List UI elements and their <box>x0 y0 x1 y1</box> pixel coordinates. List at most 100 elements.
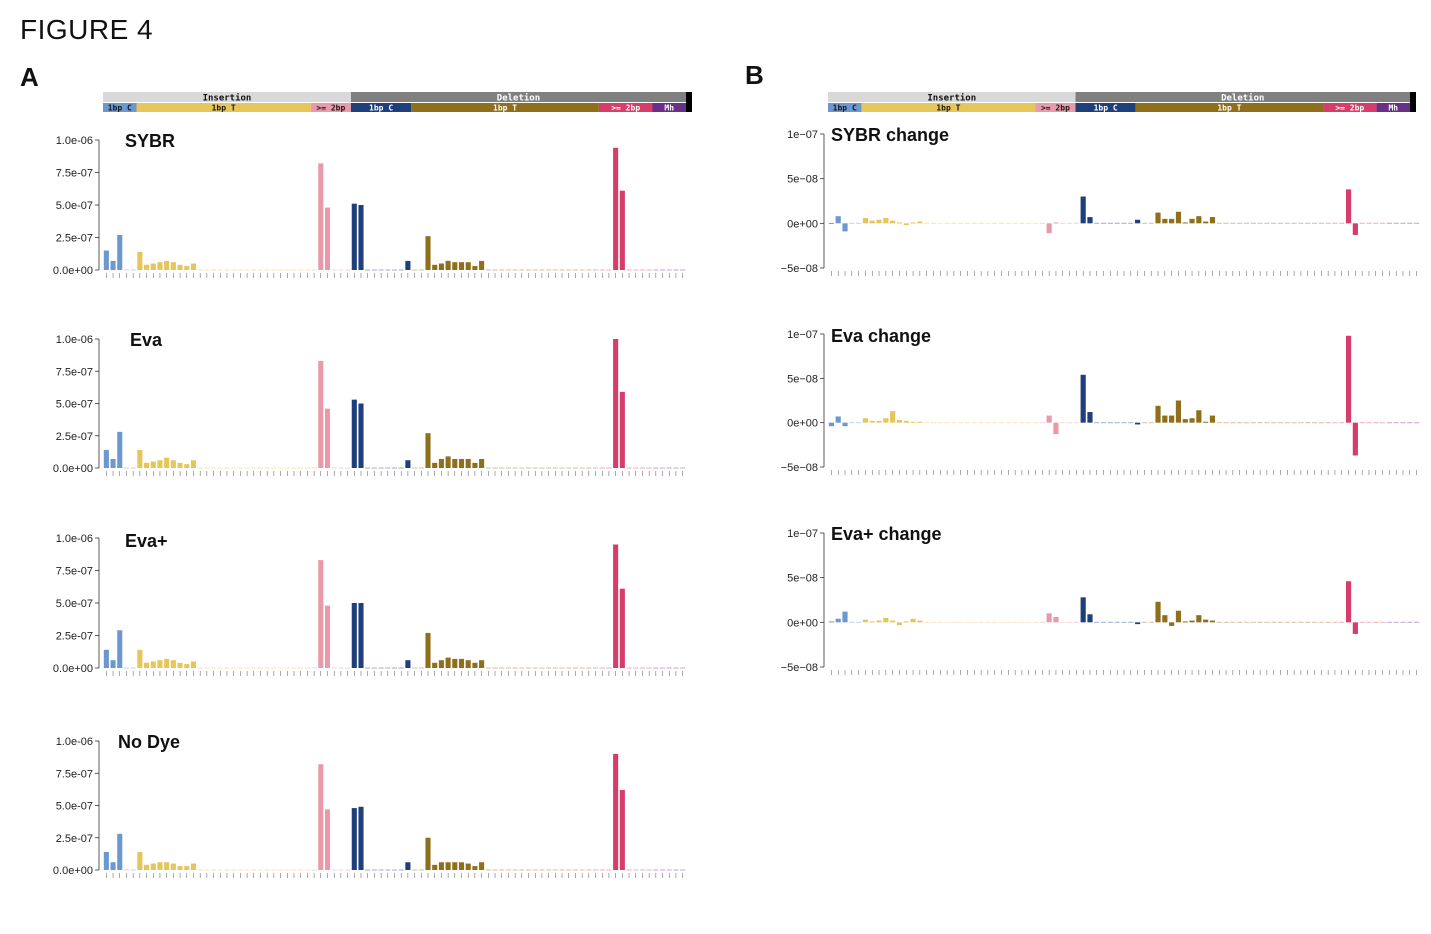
bar <box>385 667 391 669</box>
bar <box>197 869 203 871</box>
bar <box>1284 422 1290 424</box>
bar <box>917 421 923 423</box>
bar <box>432 864 438 870</box>
bar <box>1182 222 1188 224</box>
bar <box>552 667 558 669</box>
header-subgroup-bar <box>861 103 1036 112</box>
bar <box>1087 217 1093 224</box>
bar <box>653 467 659 469</box>
bar <box>1060 422 1066 424</box>
bar <box>586 269 592 271</box>
bar <box>1393 422 1399 424</box>
y-tick-label: 1e−07 <box>787 528 818 540</box>
bar <box>371 869 377 871</box>
bar <box>391 667 398 669</box>
bar <box>680 467 686 469</box>
header-subgroup-bar <box>1323 103 1377 112</box>
bar <box>1257 621 1263 623</box>
bar <box>1230 621 1236 623</box>
bar <box>237 869 243 871</box>
bar <box>398 869 404 871</box>
bar <box>1298 222 1304 224</box>
bar <box>1039 621 1045 623</box>
bar <box>1414 222 1420 224</box>
bar <box>103 649 109 668</box>
bar <box>485 467 491 469</box>
bar <box>231 667 237 669</box>
bar <box>204 467 210 469</box>
bar <box>525 869 532 871</box>
bar <box>472 866 478 870</box>
bar <box>1094 621 1100 623</box>
bar <box>559 869 565 871</box>
bar <box>673 869 679 871</box>
bar <box>539 667 545 669</box>
y-tick-label: 0.0e+00 <box>53 265 93 277</box>
bar <box>849 621 855 623</box>
bar <box>842 223 848 232</box>
bar <box>896 222 903 224</box>
bar <box>110 260 116 270</box>
bar <box>331 667 337 669</box>
bar <box>1230 222 1236 224</box>
bar <box>204 869 210 871</box>
bar <box>828 422 834 427</box>
bar <box>1393 222 1399 224</box>
y-tick-label: 0e+00 <box>787 218 818 230</box>
bar <box>876 620 882 623</box>
bar <box>646 467 652 469</box>
bar <box>856 621 862 623</box>
bar <box>110 660 116 668</box>
bar <box>1305 621 1311 623</box>
figure-title: FIGURE 4 <box>20 14 154 45</box>
panel-letter-a: A <box>20 62 39 92</box>
bar <box>828 621 834 623</box>
bar <box>1318 621 1324 623</box>
bar <box>445 456 451 468</box>
bar <box>896 622 903 626</box>
bar <box>412 869 418 871</box>
bar <box>190 263 197 270</box>
bar <box>103 449 109 468</box>
header-subgroup-bar <box>1075 103 1136 112</box>
bar <box>177 264 183 270</box>
bar <box>1386 422 1392 424</box>
bar <box>345 667 351 669</box>
bar <box>1264 621 1270 623</box>
bar <box>391 869 398 871</box>
bar <box>318 764 324 870</box>
bar <box>1345 581 1352 623</box>
bar <box>532 869 538 871</box>
bar <box>405 460 411 468</box>
bar <box>351 203 357 270</box>
bar <box>1291 422 1297 424</box>
bar <box>110 862 116 870</box>
header-group-label: Deletion <box>1221 93 1264 104</box>
chart-title: Eva+ <box>125 531 168 551</box>
bar <box>358 603 364 668</box>
bar <box>639 467 645 469</box>
bar <box>592 869 599 871</box>
y-tick-label: 7.5e-07 <box>56 566 93 578</box>
bar <box>492 667 498 669</box>
bar <box>123 467 130 469</box>
bar <box>1155 601 1161 623</box>
bar <box>425 837 431 870</box>
bar <box>211 269 217 271</box>
bar <box>264 667 270 669</box>
bar <box>1407 422 1413 424</box>
bar <box>1175 400 1182 423</box>
bar <box>432 662 438 668</box>
bar <box>1005 222 1011 224</box>
bar <box>599 667 605 669</box>
bar <box>1325 621 1331 623</box>
y-tick-label: 0e+00 <box>787 418 818 430</box>
bar <box>653 269 659 271</box>
bar <box>639 269 645 271</box>
header-subgroup-bar <box>310 103 351 112</box>
bar <box>835 216 841 224</box>
bar <box>1373 222 1379 224</box>
bar <box>170 863 176 870</box>
bar <box>971 422 977 424</box>
